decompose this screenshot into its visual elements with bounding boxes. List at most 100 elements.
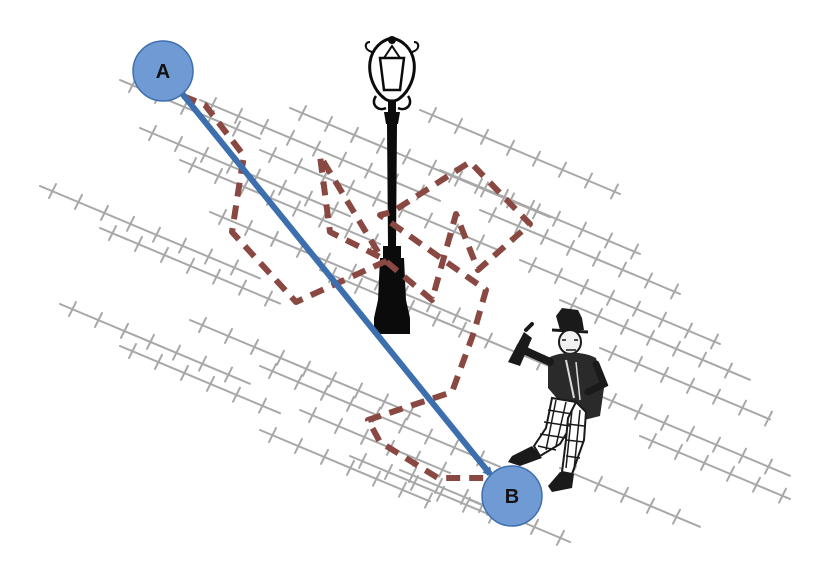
pavement-tick xyxy=(634,403,643,420)
pavement-tick xyxy=(126,215,135,232)
pavement-tick xyxy=(424,428,433,445)
pavement-tick xyxy=(264,290,273,307)
pavement-tick xyxy=(376,137,385,154)
pavement-tick xyxy=(268,427,277,444)
pavement-tick xyxy=(462,496,471,513)
random-walk-path xyxy=(181,93,533,481)
pavement-tick xyxy=(178,237,187,254)
pavement-tick xyxy=(364,162,373,179)
pavement-tick xyxy=(710,333,719,350)
pavement-tick xyxy=(436,485,445,502)
pavement-tick xyxy=(198,317,207,334)
pavement-tick xyxy=(240,178,249,195)
pavement-tick xyxy=(128,343,137,360)
pavement-line xyxy=(349,455,501,520)
pavement-line xyxy=(259,149,501,252)
pavement-tick xyxy=(294,437,303,454)
pavement-tick xyxy=(480,128,489,145)
pavement-tick xyxy=(238,279,247,296)
pavement-tick xyxy=(68,301,77,318)
pavement-tick xyxy=(646,497,655,514)
pavement-tick xyxy=(100,204,109,221)
pavement-tick xyxy=(180,364,189,381)
pavement-tick xyxy=(260,118,269,135)
pavement-tick xyxy=(474,177,483,194)
pavement-tick xyxy=(632,300,641,317)
pavement-tick xyxy=(726,465,735,482)
pavement-line xyxy=(599,347,771,421)
pavement-tick xyxy=(212,268,221,285)
pavement-tick xyxy=(608,393,617,410)
pavement-tick xyxy=(380,393,389,410)
pavement-tick xyxy=(152,226,161,243)
end-node: B xyxy=(481,465,543,527)
pavement-tick xyxy=(198,355,207,372)
pavement-tick xyxy=(232,120,241,137)
pavement-tick xyxy=(372,470,381,487)
pavement-line xyxy=(419,109,621,195)
pavement-tick xyxy=(298,105,307,122)
end-node-label: B xyxy=(505,486,519,508)
pavement-line xyxy=(59,303,251,385)
pavement-tick xyxy=(384,463,393,480)
pavement-tick xyxy=(476,234,485,251)
pavement-tick xyxy=(346,179,355,196)
pavement-tick xyxy=(566,239,575,256)
pavement-tick xyxy=(214,167,223,184)
pavement-tick xyxy=(450,439,459,456)
pavement-tick xyxy=(154,353,163,370)
pavement-tick xyxy=(428,159,437,176)
pavement-tick xyxy=(372,190,381,207)
pavement-tick xyxy=(294,373,303,390)
pavement-line xyxy=(519,259,721,345)
pavement-tick xyxy=(188,157,197,174)
pavement-tick xyxy=(580,278,589,295)
pavement-line xyxy=(299,409,451,474)
pavement-sketch xyxy=(39,77,791,546)
pavement-tick xyxy=(428,107,437,124)
pavement-tick xyxy=(674,443,683,460)
pavement-tick xyxy=(620,318,629,335)
pavement-tick xyxy=(778,487,787,504)
pavement-line xyxy=(319,269,571,376)
pavement-tick xyxy=(552,210,561,227)
pavement-tick xyxy=(514,217,523,234)
pavement-tick xyxy=(148,125,157,142)
pavement-line xyxy=(259,429,431,503)
drunk-man-with-bottle-icon xyxy=(508,308,609,492)
pavement-tick xyxy=(186,257,195,274)
pavement-line xyxy=(189,319,421,418)
pavement-tick xyxy=(308,407,317,424)
pavement-tick xyxy=(200,146,209,163)
pavement-line xyxy=(639,435,791,500)
pavement-tick xyxy=(358,453,367,470)
street-lamp-icon xyxy=(364,36,420,334)
pavement-tick xyxy=(160,246,169,263)
pavement-tick xyxy=(346,395,355,412)
pavement-tick xyxy=(244,219,253,236)
pavement-tick xyxy=(556,529,565,546)
pavement-line xyxy=(119,345,281,415)
pavement-line xyxy=(39,185,261,280)
pavement-tick xyxy=(554,267,563,284)
pavement-tick xyxy=(764,458,773,475)
pavement-tick xyxy=(738,399,747,416)
pavement-tick xyxy=(648,433,657,450)
pavement-tick xyxy=(402,148,411,165)
pavement-tick xyxy=(286,129,295,146)
pavement-tick xyxy=(346,459,355,476)
pavement-tick xyxy=(634,355,643,372)
pavement-tick xyxy=(270,230,279,247)
pavement-tick xyxy=(120,322,129,339)
pavement-line xyxy=(479,209,681,295)
pavement-tick xyxy=(672,340,681,357)
pavement-tick xyxy=(644,272,653,289)
pavement-tick xyxy=(540,228,549,245)
pavement-tick xyxy=(684,322,693,339)
pavement-tick xyxy=(250,338,259,355)
pavement-tick xyxy=(268,147,277,164)
pavement-tick xyxy=(686,377,695,394)
pavement-tick xyxy=(434,477,443,494)
pavement-tick xyxy=(658,311,667,328)
